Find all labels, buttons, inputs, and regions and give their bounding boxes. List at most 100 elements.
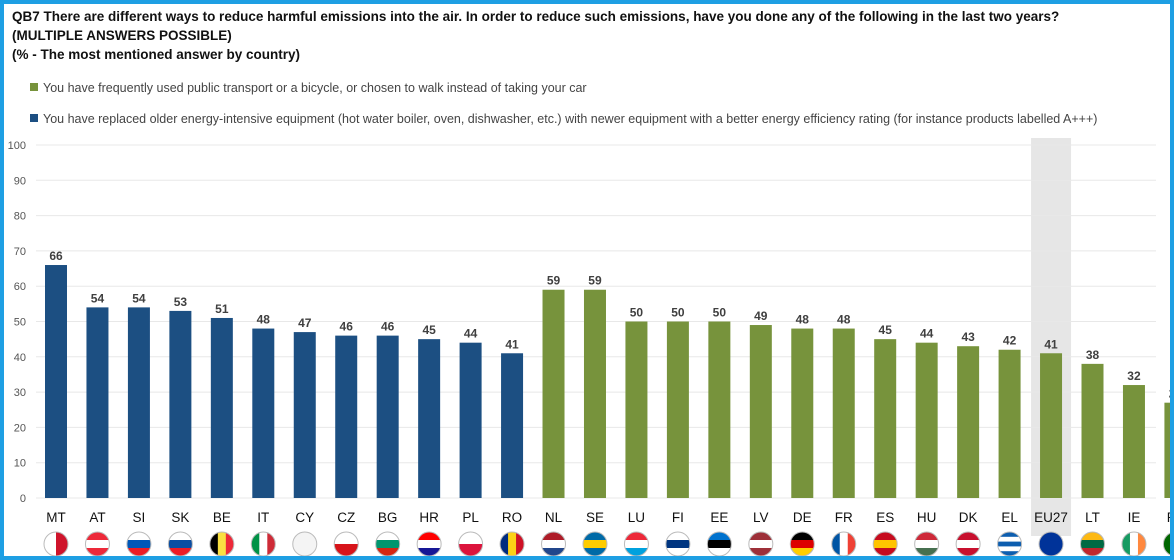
data-label: 50	[713, 306, 727, 320]
flag-it-icon	[251, 532, 276, 556]
flag-fi-icon	[665, 532, 690, 556]
x-tick-label: HU	[917, 510, 937, 525]
bar-pl	[459, 342, 482, 498]
bar-lu	[625, 321, 648, 498]
flag-border	[458, 531, 484, 556]
flag-border	[831, 531, 857, 556]
bar-cy	[293, 332, 316, 498]
legend-item-equipment: You have replaced older energy-intensive…	[30, 112, 1097, 126]
flag-cy-icon	[292, 532, 317, 556]
data-label: 49	[754, 309, 768, 323]
flag-bg-icon	[375, 532, 400, 556]
bar-sk	[169, 310, 192, 498]
flag-el-icon	[997, 532, 1022, 556]
data-label: 50	[630, 306, 644, 320]
flag-ro-icon	[500, 532, 525, 556]
flag-hu-icon	[914, 532, 939, 556]
flag-fr-icon	[831, 532, 856, 556]
bar-it	[252, 328, 275, 498]
flag-border	[84, 531, 110, 556]
bar-fi	[666, 321, 689, 498]
bar-ee	[708, 321, 731, 498]
x-tick-label: DE	[793, 510, 812, 525]
flag-lu-icon	[624, 532, 649, 556]
flag-lv-icon	[748, 532, 773, 556]
data-label: 27	[1169, 387, 1170, 401]
y-tick-label: 50	[14, 317, 26, 329]
data-label: 32	[1127, 369, 1141, 383]
flag-be-icon	[209, 532, 234, 556]
data-label: 42	[1003, 334, 1017, 348]
legend-swatch-blue	[30, 114, 38, 122]
flag-border	[416, 531, 442, 556]
x-tick-label: PL	[462, 510, 479, 525]
bar-fr	[832, 328, 855, 498]
x-tick-label: EL	[1001, 510, 1018, 525]
flag-border	[914, 531, 940, 556]
x-tick-label: IE	[1128, 510, 1141, 525]
x-tick-label: LT	[1085, 510, 1100, 525]
chart-title: QB7 There are different ways to reduce h…	[12, 7, 1059, 64]
flag-border	[955, 531, 981, 556]
bar-ro	[501, 353, 524, 498]
data-label: 59	[588, 274, 602, 288]
flag-border	[1162, 532, 1170, 556]
x-tick-label: AT	[89, 510, 105, 525]
legend-label: You have frequently used public transpor…	[43, 81, 587, 95]
data-label: 45	[422, 323, 436, 337]
y-tick-label: 70	[14, 246, 26, 258]
flag-border	[748, 531, 774, 556]
bar-de	[791, 328, 814, 498]
data-label: 46	[340, 320, 354, 334]
x-tick-label: PT	[1167, 510, 1170, 525]
flag-border	[499, 531, 525, 556]
x-tick-label: EU27	[1034, 510, 1068, 525]
data-label: 38	[1086, 348, 1100, 362]
bar-es	[874, 339, 897, 498]
flag-border	[250, 531, 276, 556]
data-label: 46	[381, 320, 395, 334]
y-tick-label: 90	[14, 175, 26, 187]
x-tick-label: FI	[672, 510, 684, 525]
legend-item-public-transport: You have frequently used public transpor…	[30, 81, 587, 95]
y-tick-label: 60	[14, 281, 26, 293]
flag-border	[43, 531, 69, 556]
bar-lv	[749, 325, 772, 498]
bar-pt	[1164, 402, 1170, 498]
data-label: 48	[257, 313, 271, 327]
flag-ie-icon	[1121, 532, 1146, 556]
data-label: 54	[132, 291, 146, 305]
flag-border	[375, 531, 401, 556]
y-tick-label: 0	[20, 493, 26, 505]
x-tick-label: MT	[46, 510, 66, 525]
data-label: 66	[49, 249, 63, 263]
data-label: 51	[215, 302, 229, 316]
flag-border	[706, 531, 732, 556]
data-label: 44	[920, 327, 934, 341]
flag-cz-icon	[334, 532, 359, 556]
bar-eu27	[1040, 353, 1063, 498]
flag-border	[541, 531, 567, 556]
flag-es-icon	[873, 532, 898, 556]
title-line-1: QB7 There are different ways to reduce h…	[12, 9, 1060, 24]
title-line-3: (% - The most mentioned answer by countr…	[12, 47, 301, 62]
y-tick-label: 20	[14, 422, 26, 434]
bar-si	[127, 307, 150, 498]
bar-lt	[1081, 363, 1104, 498]
flag-border	[789, 531, 815, 556]
bar-chart: 0 10 20 30 40 50 60 70 80 90 100 66 MT 54 AT 54 SI 53 SK 51…	[8, 138, 1170, 556]
flag-hr-icon	[417, 532, 442, 556]
flag-pt-icon	[1163, 532, 1170, 556]
x-tick-label: SI	[133, 510, 146, 525]
flag-se-icon	[582, 532, 607, 556]
flag-border	[333, 531, 359, 556]
data-label: 41	[1044, 337, 1058, 351]
data-label: 41	[505, 337, 519, 351]
bar-hu	[915, 342, 938, 498]
x-tick-label: NL	[545, 510, 563, 525]
x-tick-label: CZ	[337, 510, 355, 525]
x-tick-label: SE	[586, 510, 604, 525]
bar-cz	[335, 335, 358, 498]
bar-nl	[542, 289, 565, 498]
flag-nl-icon	[541, 532, 566, 556]
